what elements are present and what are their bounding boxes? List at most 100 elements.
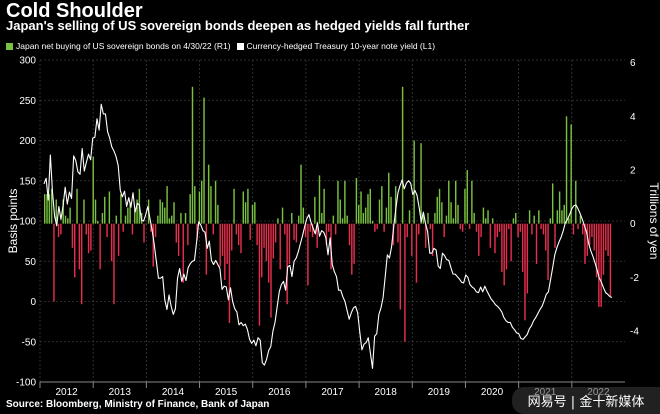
bar [189,194,191,224]
bar [161,202,164,224]
bar [184,212,187,224]
bar [547,223,549,281]
bar [145,223,148,225]
bar [540,223,542,230]
legend-item-hedged-yield: Currency-hedged Treasury 10-year note yi… [236,41,436,51]
bar [464,188,466,224]
bar [76,188,78,224]
bar [459,223,462,230]
bar [369,188,371,224]
bar [586,223,589,256]
bar [191,86,194,224]
bar [452,218,455,224]
bar [164,207,166,224]
bar [198,191,201,224]
bar [108,191,111,224]
bar [231,223,233,251]
bar [367,194,369,224]
bar [274,223,277,243]
y-left-tick-label: -100 [16,378,36,389]
bar [457,204,459,224]
bar [535,223,538,264]
bar [496,223,498,238]
bar [263,223,265,248]
bar [71,223,74,248]
bar [44,194,46,224]
bar [551,183,554,224]
y-right-tick-label: -2 [630,273,639,284]
legend-label-net-buying: Japan net buying of US sovereign bonds o… [16,41,231,51]
legend-swatch-white [236,42,244,50]
y-right-tick-label: 2 [630,166,636,177]
bar [134,210,136,224]
bar [177,223,180,256]
y-left-axis-title: Basis points [6,189,20,254]
y-right-tick-label: 0 [630,219,636,230]
bar [194,186,196,224]
bar [344,180,346,224]
bar [526,223,529,294]
bar [57,223,60,238]
bar [64,215,67,224]
bar [297,215,300,224]
bar [270,223,272,318]
bar [120,194,122,224]
bar [316,223,318,248]
x-tick-label: 2018 [375,387,398,398]
bar [251,204,254,224]
bar [512,218,515,224]
bar [411,223,413,256]
bar [602,223,605,275]
y-right-axis-title: Trillions of yen [647,183,660,260]
bar [524,223,526,321]
bar [117,223,120,256]
y-left-tick-label: 300 [19,56,36,67]
bar [591,223,593,238]
source-note: Source: Bloomberg, Ministry of Finance, … [6,399,270,410]
bar [175,223,178,243]
bar [97,221,99,224]
bar [528,210,531,224]
x-tick-label: 2014 [162,387,185,398]
legend-label-hedged-yield: Currency-hedged Treasury 10-year note yi… [246,41,436,51]
bar [434,212,436,224]
bar [549,218,552,224]
bar [515,212,517,224]
bar [563,204,565,224]
bar [272,223,275,259]
chart-title: Cold Shoulder [6,0,143,22]
bar [74,223,76,278]
bar [124,215,127,224]
bar [482,207,485,224]
bar [473,212,475,224]
bar [101,212,104,224]
bar [498,223,501,232]
bar [279,223,281,270]
bar [205,223,208,275]
bar [494,223,496,254]
bar [291,212,293,224]
bar [579,215,582,224]
bar [87,223,90,254]
y-left-tick-label: 50 [25,257,37,268]
bar [170,215,173,224]
x-tick-label: 2017 [321,387,344,398]
x-tick-label: 2016 [268,387,291,398]
bar [471,180,473,224]
bar [371,221,374,224]
bar [545,223,547,251]
axes-layer: -100 -50 0 50 100 150 200 250 300 -4 -2 0 2 4 6 2012 201… [6,56,660,399]
bar [478,223,480,256]
bar [104,196,106,224]
bar [431,223,434,256]
bar [577,223,579,230]
bar [448,180,450,224]
bar [360,191,362,224]
bar [427,212,429,224]
bar [261,223,263,278]
bar [487,210,489,224]
bar [394,186,397,224]
x-tick-label: 2015 [215,387,238,398]
y-right-tick-label: 6 [630,58,636,69]
bar [415,223,418,283]
